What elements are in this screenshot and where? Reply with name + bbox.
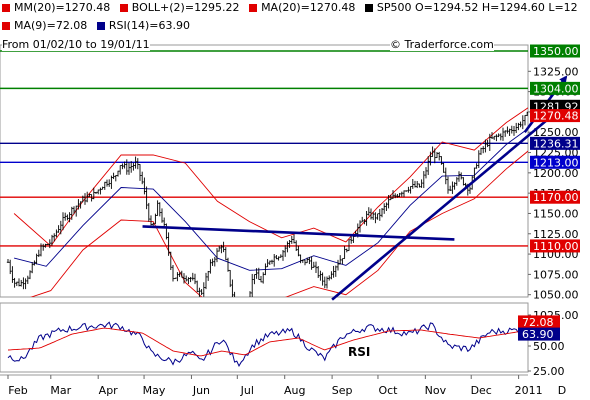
price-level-labels: 1350.001304.001281.921270.481236.311213.… bbox=[530, 44, 580, 253]
rsi-label-box bbox=[518, 327, 560, 341]
rsi-y-axis: 50.00 25.00 bbox=[528, 340, 565, 378]
x-tick-label: Nov bbox=[425, 384, 447, 397]
level-label-box bbox=[530, 44, 580, 58]
indicator-line bbox=[13, 107, 528, 247]
level-label-box bbox=[530, 155, 580, 169]
legend-item-ma20: MA(20)=1270.48 bbox=[249, 1, 355, 14]
x-tick-label: May bbox=[143, 384, 166, 397]
legend-label: SP500 O=1294.52 H=1294.60 L=12 bbox=[376, 1, 578, 14]
legend-top-row: MM(20)=1270.48 BOLL+(2)=1295.22 MA(20)=1… bbox=[2, 1, 578, 14]
x-tick-label: 2011 bbox=[515, 384, 543, 397]
level-label-text: 1213.00 bbox=[533, 156, 579, 169]
level-label-text: 1270.48 bbox=[533, 110, 579, 123]
rsi-label-text: 72.08 bbox=[522, 316, 554, 329]
x-tick-label: D bbox=[558, 384, 566, 397]
rsi-label-text: 63.90 bbox=[522, 328, 554, 341]
legend-item-ma9: MA(9)=72.08 bbox=[2, 19, 87, 32]
level-label-box bbox=[530, 81, 580, 95]
rsi-annotation: RSI bbox=[348, 345, 370, 359]
indicator-line bbox=[30, 150, 528, 297]
trendline bbox=[142, 225, 455, 241]
legend-item-rsi14: RSI(14)=63.90 bbox=[96, 19, 190, 32]
ohlc-bars bbox=[6, 111, 528, 297]
legend-label: MA(20)=1270.48 bbox=[261, 1, 356, 14]
price-y-tick-label: 1125.00 bbox=[533, 228, 579, 241]
level-label-box bbox=[530, 109, 580, 123]
level-label-text: 1170.00 bbox=[533, 191, 579, 204]
legend-swatch-icon bbox=[249, 4, 258, 12]
level-label-text: 1110.00 bbox=[533, 240, 579, 253]
price-y-tick-label: 1150.00 bbox=[533, 207, 579, 220]
price-y-tick-label: 1050.00 bbox=[533, 289, 579, 302]
legend-item-mm20: MM(20)=1270.48 bbox=[2, 1, 110, 14]
x-tick-label: Dec bbox=[471, 384, 492, 397]
x-tick-label: Aug bbox=[284, 384, 305, 397]
x-tick-label: Jun bbox=[192, 384, 210, 397]
level-label-text: 1350.00 bbox=[533, 45, 579, 58]
rsi-y-tick-label: 50.00 bbox=[533, 340, 565, 353]
trendline bbox=[331, 104, 566, 301]
price-y-tick-label: 1250.00 bbox=[533, 126, 579, 139]
x-tick-label: Apr bbox=[99, 384, 119, 397]
price-panel-frame bbox=[0, 44, 529, 298]
level-label-box bbox=[530, 190, 580, 204]
watermark: © Traderforce.com bbox=[390, 38, 494, 51]
level-label-text: 1304.00 bbox=[533, 82, 579, 95]
legend-label: RSI(14)=63.90 bbox=[108, 19, 190, 32]
price-y-tick-label: 1075.00 bbox=[533, 268, 579, 281]
price-plot-area bbox=[0, 50, 528, 297]
level-label-box bbox=[530, 239, 580, 253]
legend-item-sp500: SP500 O=1294.52 H=1294.60 L=12 bbox=[364, 1, 578, 14]
legend-swatch-icon bbox=[2, 22, 10, 30]
legend-item-boll: BOLL+(2)=1295.22 bbox=[119, 1, 240, 14]
date-range: From 01/02/10 to 19/01/11 bbox=[2, 38, 150, 51]
level-label-box bbox=[530, 136, 580, 150]
x-axis: Feb Mar Apr May Jun Jul Aug Sep Oct Nov Dec 2011 D bbox=[0, 374, 566, 397]
legend-swatch-icon bbox=[364, 4, 373, 12]
rsi-plot-area bbox=[7, 321, 528, 367]
price-y-tick-label: 1200.00 bbox=[533, 167, 579, 180]
legend-swatch-icon bbox=[2, 4, 10, 12]
indicator-line bbox=[13, 128, 528, 271]
x-tick-label: Sep bbox=[332, 384, 353, 397]
x-tick-label: Oct bbox=[378, 384, 398, 397]
rsi-y-tick-label: 25.00 bbox=[533, 365, 565, 378]
rsi-label-box bbox=[518, 315, 560, 329]
x-tick-label: Mar bbox=[50, 384, 71, 397]
legend-swatch-icon bbox=[119, 4, 128, 12]
legend-label: MM(20)=1270.48 bbox=[14, 1, 111, 14]
level-label-text: 1236.31 bbox=[533, 137, 579, 150]
legend-label: BOLL+(2)=1295.22 bbox=[131, 1, 240, 14]
legend-label: MA(9)=72.08 bbox=[14, 19, 88, 32]
rsi-ma-line bbox=[7, 327, 528, 357]
price-y-tick-label: 1325.00 bbox=[533, 65, 579, 78]
x-tick-label: Jul bbox=[240, 384, 254, 397]
x-tick-label: Feb bbox=[8, 384, 27, 397]
legend-second-row: MA(9)=72.08 RSI(14)=63.90 bbox=[2, 19, 190, 32]
rsi-line bbox=[7, 321, 528, 367]
legend-swatch-icon bbox=[96, 22, 105, 30]
